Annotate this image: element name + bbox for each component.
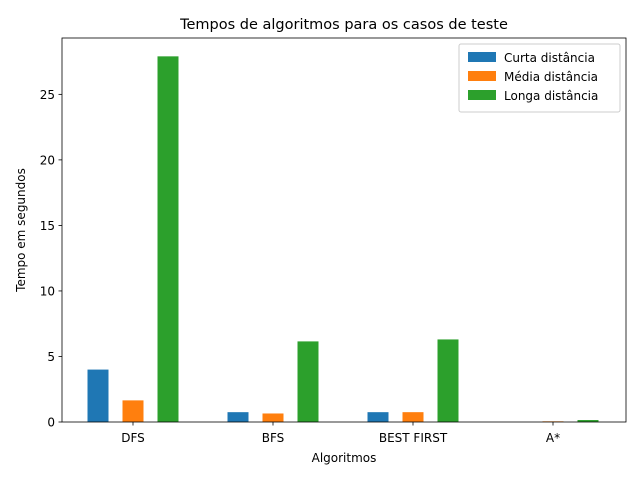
bar-3-2 [297,341,319,422]
legend-swatch-2 [468,71,496,81]
legend-swatch-3 [468,90,496,100]
bar-1-1 [87,369,109,422]
bar-3-4 [577,420,599,422]
chart-title: Tempos de algoritmos para os casos de te… [179,17,508,33]
bars-group [87,56,599,423]
y-tick-label: 25 [40,88,55,102]
y-tick-label: 20 [40,153,55,167]
bar-1-3 [367,412,389,422]
legend-label-1: Curta distância [504,51,595,65]
legend-label-2: Média distância [504,70,598,84]
x-tick-label: A* [546,431,560,445]
y-axis: 0 5 10 15 20 25 [40,88,62,430]
y-axis-label: Tempo em segundos [14,168,28,293]
bar-2-2 [262,413,284,422]
x-tick-label: BFS [262,431,285,445]
x-tick-label: BEST FIRST [379,431,448,445]
legend-label-3: Longa distância [504,89,598,103]
bar-1-2 [227,412,249,422]
legend-box [458,43,621,113]
bar-3-3 [437,339,459,422]
plot-frame [61,37,627,423]
x-tick-label: DFS [121,431,145,445]
y-tick-label: 5 [47,350,55,364]
y-tick-label: 10 [40,284,55,298]
bar-2-3 [402,412,424,422]
y-tick-label: 0 [47,416,55,430]
bar-2-1 [122,400,144,422]
x-axis: DFS BFS BEST FIRST A* [121,422,560,445]
legend-swatch-1 [468,52,496,62]
bar-3-1 [157,56,179,423]
y-tick-label: 15 [40,219,55,233]
legend: Curta distância Média distância Longa dist… [458,43,621,113]
x-axis-label: Algoritmos [312,451,377,465]
